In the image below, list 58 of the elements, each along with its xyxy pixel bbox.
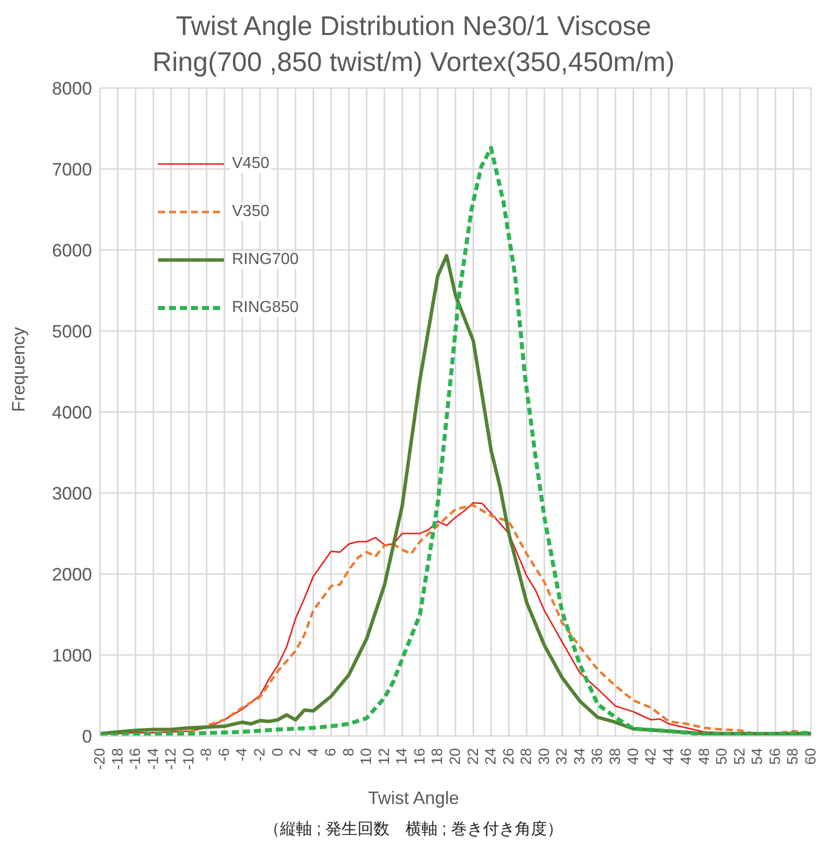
x-tick-label: 44: [660, 748, 678, 765]
x-tick-label: 48: [696, 748, 713, 765]
x-tick-label: 54: [749, 748, 766, 765]
x-tick-label: -16: [127, 748, 144, 770]
chart-title: Twist Angle Distribution Ne30/1 Viscose: [174, 10, 652, 43]
x-tick-label: 28: [518, 748, 536, 765]
y-tick-label: 2000: [52, 564, 92, 584]
x-tick-label: 36: [589, 748, 606, 765]
x-tick-label: -12: [162, 748, 180, 770]
x-tick-label: 30: [536, 748, 553, 765]
x-tick-label: 32: [554, 748, 571, 765]
legend-label: V350: [230, 203, 272, 221]
x-tick-label: 0: [269, 748, 286, 756]
y-tick-label: 8000: [52, 78, 92, 98]
x-tick-label: 2: [287, 748, 304, 756]
x-tick-label: -14: [144, 748, 162, 770]
chart-subtitle: Ring(700 ,850 twist/m) Vortex(350,450m/m): [151, 46, 676, 79]
y-tick-label: 7000: [52, 159, 92, 180]
x-tick-label: 52: [731, 748, 748, 765]
y-tick-label: 5000: [52, 321, 92, 342]
x-tick-label: 10: [358, 748, 376, 765]
x-tick-label: 4: [304, 748, 322, 756]
x-tick-label: 42: [642, 748, 660, 765]
y-tick-label: 3000: [52, 483, 92, 504]
x-tick-label: 26: [500, 748, 518, 765]
x-tick-label: 24: [482, 748, 500, 765]
x-tick-label: 8: [340, 748, 358, 756]
y-tick-label: 6000: [52, 240, 92, 260]
x-tick-label: -18: [109, 748, 126, 770]
x-tick-label: -20: [92, 748, 108, 770]
x-tick-label: 56: [766, 748, 784, 765]
y-axis-title: Frequency: [8, 326, 28, 412]
x-tick-label: 58: [784, 748, 802, 765]
text: （縦軸 ; 発生回数 横軸 ; 巻き付き角度）: [263, 820, 564, 840]
x-tick-label: 60: [802, 748, 820, 765]
x-tick-label: 50: [714, 748, 731, 765]
x-tick-label: -10: [180, 748, 198, 770]
legend-label: RING850: [230, 299, 301, 317]
legend-label: V450: [230, 155, 272, 173]
x-tick-label: -2: [251, 748, 268, 762]
y-tick-label: 1000: [52, 645, 92, 666]
x-tick-label: 16: [411, 748, 428, 765]
x-tick-label: -4: [234, 748, 251, 762]
x-tick-label: 20: [447, 748, 464, 765]
x-tick-label: 6: [322, 748, 340, 756]
x-tick-label: 38: [606, 748, 624, 765]
y-tick-label: 4000: [52, 402, 92, 422]
x-tick-label: 12: [376, 748, 393, 765]
x-tick-label: 22: [464, 748, 482, 765]
x-tick-label: 14: [394, 748, 411, 765]
legend-label: RING700: [230, 251, 301, 269]
x-tick-label: 18: [429, 748, 446, 765]
x-tick-label: 34: [571, 748, 588, 765]
x-axis-title: Twist Angle: [366, 788, 460, 809]
x-tick-label: 46: [678, 748, 696, 765]
x-tick-label: -8: [198, 748, 216, 762]
x-tick-label: 40: [624, 748, 642, 765]
x-tick-label: -6: [216, 748, 233, 762]
